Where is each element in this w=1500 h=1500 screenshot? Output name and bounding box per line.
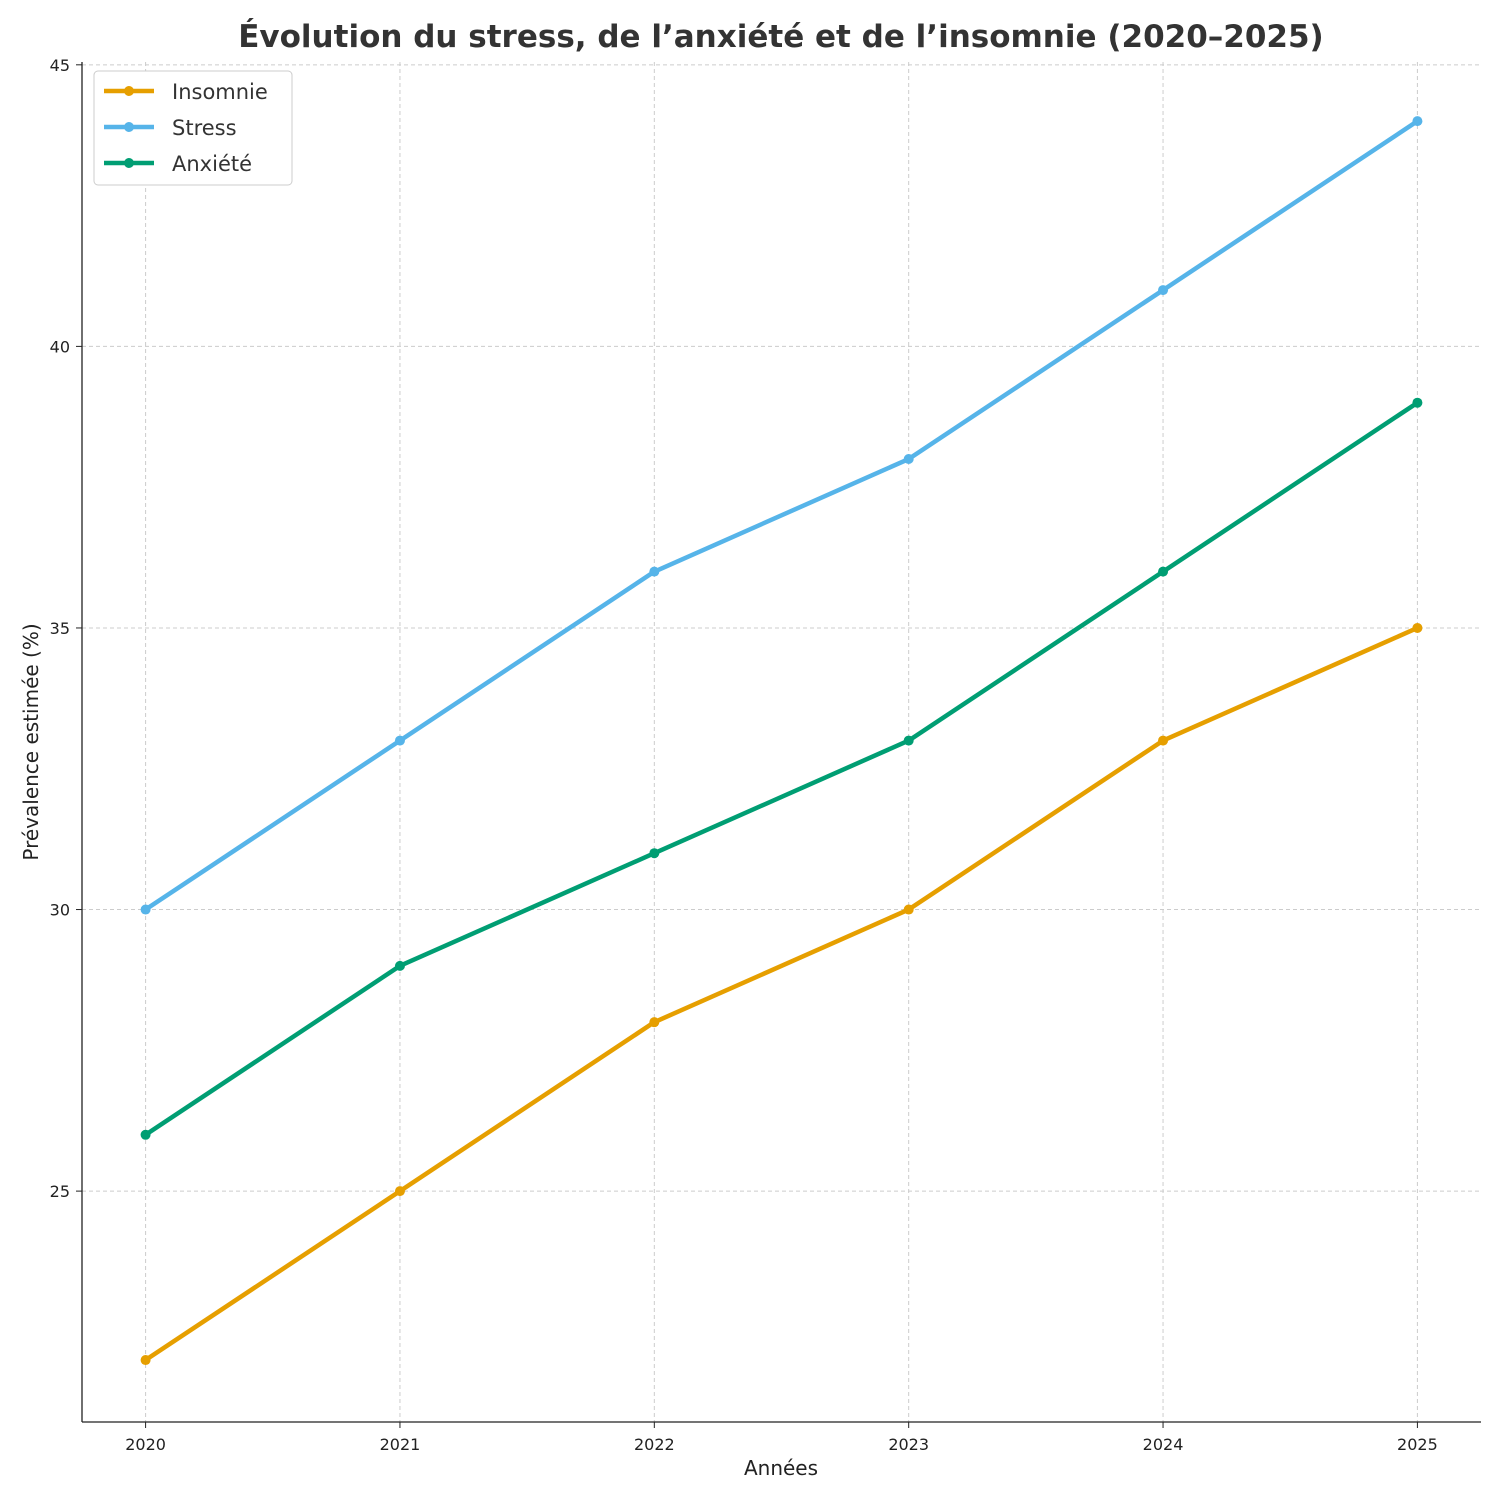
series-line-stress — [144, 119, 1419, 912]
y-tick-label: 30 — [50, 901, 70, 920]
legend-label: Stress — [172, 116, 237, 140]
chart-title: Évolution du stress, de l’anxiété et de … — [238, 19, 1323, 55]
series-line-insomnie — [144, 625, 1419, 1362]
legend-label: Insomnie — [172, 80, 268, 104]
data-point — [1412, 622, 1423, 633]
data-point — [649, 848, 660, 859]
data-point — [1412, 397, 1423, 408]
y-axis-label: Prévalence estimée (%) — [19, 623, 43, 860]
legend-box — [93, 70, 293, 186]
x-tick-label: 2020 — [125, 1435, 166, 1454]
data-point — [649, 566, 660, 577]
legend-marker — [124, 122, 134, 132]
axes: 2020 2021 2022 2023 2024 2025 25 30 35 40 45 — [50, 56, 1481, 1454]
x-tick-label: 2025 — [1397, 1435, 1438, 1454]
legend-label: Anxiété — [172, 152, 252, 176]
y-tick-label: 40 — [50, 337, 70, 356]
data-point — [649, 1017, 660, 1028]
y-tick-label: 25 — [50, 1182, 70, 1201]
series-group — [140, 116, 1423, 1366]
legend-marker — [124, 86, 134, 96]
legend: Insomnie Stress Anxiété — [93, 70, 293, 186]
x-axis-label: Années — [744, 1456, 818, 1480]
y-tick-label: 35 — [50, 619, 70, 638]
data-point — [903, 454, 914, 465]
data-point — [394, 735, 405, 746]
data-point — [1158, 735, 1169, 746]
x-tick-label: 2021 — [380, 1435, 421, 1454]
data-point — [1158, 566, 1169, 577]
data-point — [140, 904, 151, 915]
data-point — [1158, 285, 1169, 296]
data-point — [140, 1355, 151, 1366]
x-tick-label: 2024 — [1143, 1435, 1184, 1454]
data-point — [394, 1186, 405, 1197]
legend-marker — [124, 158, 134, 168]
data-point — [140, 1129, 151, 1140]
data-point — [394, 960, 405, 971]
data-point — [1412, 116, 1423, 127]
x-tick-label: 2022 — [634, 1435, 675, 1454]
data-point — [903, 904, 914, 915]
data-point — [903, 735, 914, 746]
grid — [82, 62, 1481, 1422]
series-line-anxiété — [144, 400, 1419, 1137]
x-tick-label: 2023 — [888, 1435, 929, 1454]
y-tick-label: 45 — [50, 56, 70, 75]
